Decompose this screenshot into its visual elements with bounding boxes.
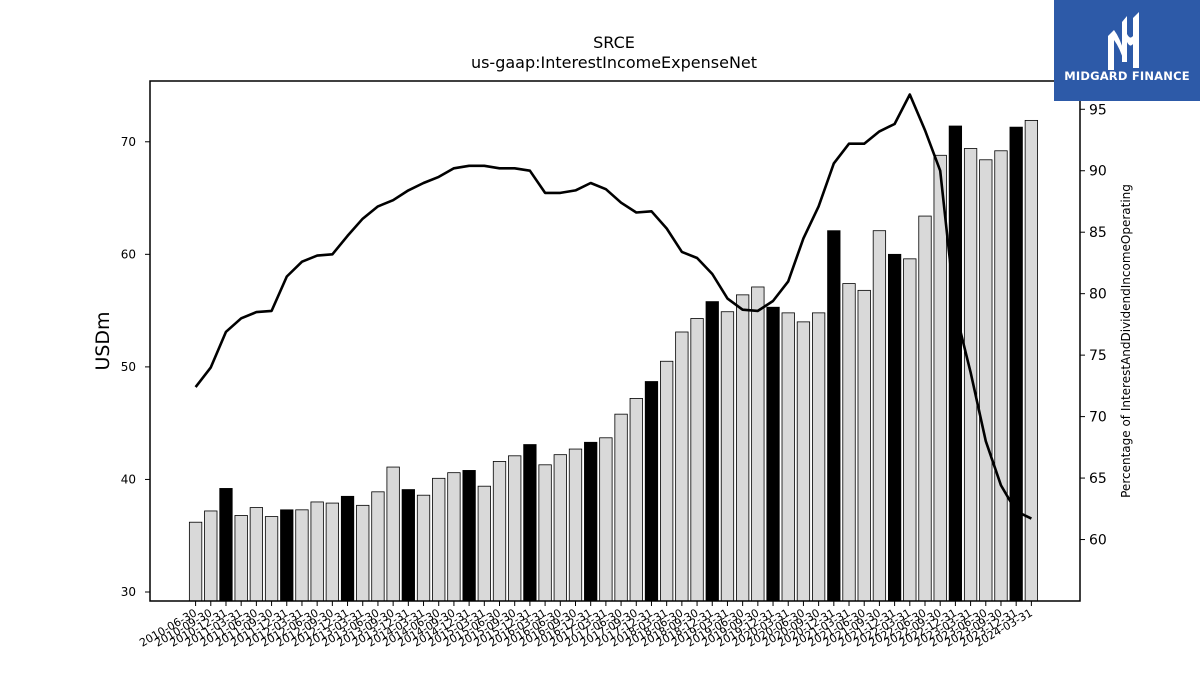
- bar-2015-03-31: [477, 485, 491, 602]
- ratio-line: [194, 93, 1032, 520]
- bar-2016-06-30: [553, 454, 567, 602]
- y-axis-label: USDm: [92, 311, 114, 370]
- bar-2016-12-31: [584, 441, 598, 602]
- bar-2015-12-31: [523, 444, 537, 602]
- bar-2018-03-31: [660, 360, 674, 602]
- y2-tick-label: 85: [1089, 225, 1107, 241]
- bar-2019-06-30: [736, 294, 750, 602]
- y-tick-label: 40: [121, 472, 136, 486]
- plot-frame: [149, 80, 1081, 602]
- y-tick-label: 70: [121, 135, 136, 149]
- bar-2012-03-31: [295, 509, 309, 602]
- bar-2010-09-30: [204, 510, 218, 602]
- bar-2021-03-31: [842, 283, 856, 602]
- bar-2015-06-30: [492, 461, 507, 602]
- bar-2019-12-31: [766, 306, 780, 602]
- bar-2018-12-31: [705, 301, 719, 602]
- bar-2016-03-31: [538, 464, 552, 602]
- bar-2021-09-30: [872, 230, 887, 602]
- bar-2022-06-30: [918, 215, 932, 602]
- bar-2012-06-30: [310, 501, 324, 602]
- bar-2011-03-31: [234, 515, 248, 602]
- y2-tick-label: 95: [1089, 102, 1107, 118]
- bar-2021-12-31: [887, 253, 902, 602]
- bar-2014-06-30: [432, 477, 446, 602]
- bar-2020-09-30: [811, 312, 826, 602]
- bar-2023-09-30: [994, 150, 1008, 602]
- bar-2018-09-30: [690, 318, 704, 602]
- bar-2010-06-30: [188, 521, 203, 602]
- bar-2011-09-30: [264, 516, 279, 602]
- y2-tick-label: 90: [1089, 164, 1107, 180]
- bar-2016-09-30: [568, 448, 583, 602]
- bar-2013-09-30: [386, 466, 400, 602]
- bars-layer: [188, 119, 1039, 602]
- bar-2017-12-31: [644, 381, 659, 602]
- bar-2023-12-31: [1009, 126, 1023, 602]
- y2-tick-label: 60: [1089, 533, 1107, 549]
- bar-2024-03-31: [1024, 119, 1039, 602]
- bar-2020-03-31: [781, 312, 795, 602]
- y-left-axis: 30 40 50 60 70: [121, 135, 150, 599]
- bar-2013-03-31: [356, 504, 370, 602]
- y2-tick-label: 75: [1089, 348, 1107, 364]
- bar-2021-06-30: [857, 289, 871, 602]
- bar-2017-06-30: [614, 413, 628, 602]
- bar-2017-09-30: [629, 398, 643, 602]
- bar-2011-12-31: [280, 509, 294, 602]
- y-right-axis: 60 65 70 75 80 85 90 95: [1080, 102, 1107, 549]
- bar-2020-12-31: [827, 230, 841, 602]
- y2-tick-label: 70: [1089, 410, 1107, 426]
- logo-mark-icon: [1054, 0, 1200, 101]
- bar-2019-03-31: [720, 311, 735, 602]
- bar-2017-03-31: [599, 437, 613, 602]
- x-axis: 2010-06-302010-09-302010-12-312011-03-31…: [137, 601, 1035, 650]
- bar-2014-09-30: [447, 472, 461, 602]
- y2-tick-label: 80: [1089, 287, 1107, 303]
- y-tick-label: 50: [121, 360, 136, 374]
- bar-2023-06-30: [979, 159, 993, 602]
- bar-2013-06-30: [371, 491, 385, 602]
- line-layer: [194, 93, 1032, 520]
- logo-text: MIDGARD FINANCE: [1064, 69, 1190, 83]
- bar-2022-12-31: [948, 125, 963, 602]
- y2-axis-label: Percentage of InterestAndDividendIncomeO…: [1119, 184, 1133, 498]
- bar-2018-06-30: [675, 331, 689, 602]
- bar-2010-12-31: [219, 488, 233, 602]
- midgard-finance-logo: MIDGARD FINANCE: [1054, 0, 1200, 101]
- bar-2012-12-31: [340, 495, 355, 602]
- bar-2020-06-30: [796, 321, 811, 602]
- bar-2022-03-31: [903, 258, 917, 602]
- bar-2015-09-30: [508, 455, 522, 602]
- y2-tick-label: 65: [1089, 471, 1107, 487]
- bar-2019-09-30: [751, 286, 765, 602]
- chart-title: SRCE: [593, 33, 635, 52]
- bar-2012-09-30: [325, 502, 339, 602]
- bar-2014-03-31: [416, 494, 431, 602]
- bar-2013-12-31: [401, 489, 415, 602]
- bar-2014-12-31: [462, 470, 476, 602]
- y-tick-label: 60: [121, 247, 136, 261]
- bar-2011-06-30: [249, 507, 264, 602]
- chart-subtitle: us-gaap:InterestIncomeExpenseNet: [471, 53, 757, 72]
- y-tick-label: 30: [121, 585, 136, 599]
